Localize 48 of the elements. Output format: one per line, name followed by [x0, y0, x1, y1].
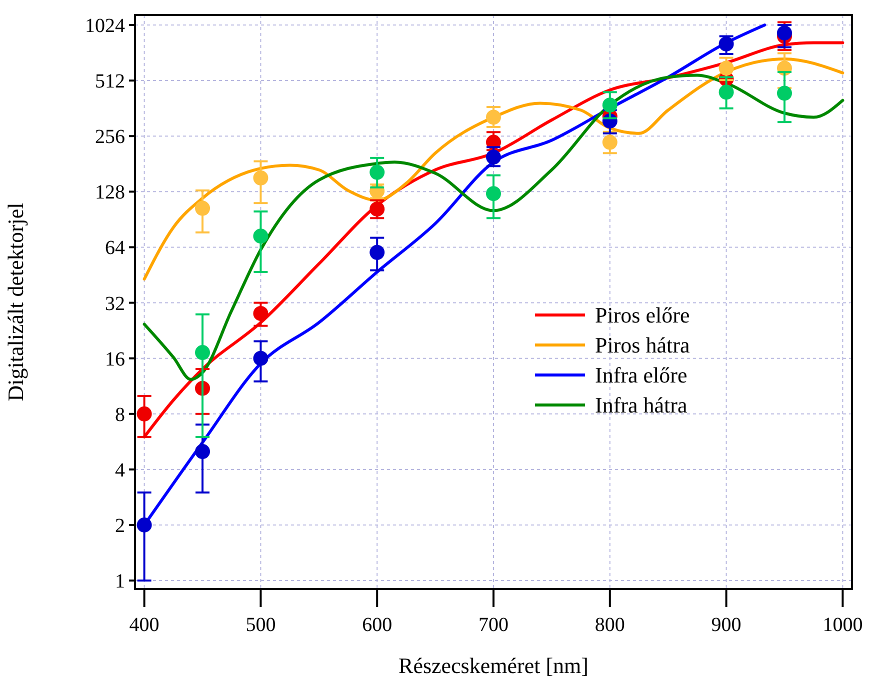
- y-tick-label: 128: [95, 182, 125, 204]
- point: [718, 36, 734, 52]
- line-series: [142, 57, 844, 281]
- legend-label: Infra előre: [595, 362, 688, 388]
- y-tick-label: 32: [105, 292, 125, 315]
- y-tick-label: 2: [115, 515, 125, 537]
- point: [195, 200, 210, 216]
- point: [253, 350, 268, 366]
- x-tick-label: 400: [129, 614, 160, 636]
- point: [370, 164, 385, 180]
- point: [195, 444, 210, 460]
- y-tick-label: 8: [115, 404, 125, 426]
- point: [602, 134, 618, 150]
- point: [370, 202, 385, 217]
- y-axis-title: Digitalizált detektorjel: [3, 202, 28, 402]
- legend-label: Infra hátra: [595, 392, 688, 418]
- point: [136, 406, 152, 422]
- x-tick-label: 600: [362, 614, 392, 636]
- x-tick-label: 700: [478, 614, 508, 636]
- point: [602, 98, 618, 113]
- x-tick-label: 1000: [822, 614, 863, 636]
- legend-label: Piros előre: [595, 302, 690, 328]
- x-tick-label: 900: [711, 614, 742, 636]
- x-axis-title: Részecskeméret [nm]: [398, 653, 588, 678]
- point: [486, 150, 501, 165]
- y-tick-label: 16: [105, 348, 125, 370]
- y-tick-label: 256: [95, 126, 125, 148]
- point: [253, 228, 268, 244]
- y-tick-label: 4: [115, 459, 125, 482]
- point: [370, 244, 385, 260]
- y-tick-label: 1: [115, 570, 125, 593]
- point: [253, 170, 268, 186]
- point: [718, 60, 734, 76]
- x-tick-label: 500: [246, 614, 276, 636]
- point: [776, 86, 792, 101]
- point: [195, 345, 210, 360]
- point: [718, 84, 734, 100]
- y-tick-label: 64: [105, 237, 125, 260]
- line-series: [142, 74, 844, 381]
- point: [253, 306, 268, 321]
- point: [776, 25, 792, 40]
- x-tick-label: 800: [594, 614, 625, 636]
- point: [486, 110, 501, 125]
- point: [486, 186, 501, 202]
- y-tick-label: 512: [95, 70, 125, 93]
- legend-label: Piros hátra: [595, 332, 690, 358]
- y-tick-label: 1024: [85, 14, 125, 37]
- point: [136, 518, 152, 532]
